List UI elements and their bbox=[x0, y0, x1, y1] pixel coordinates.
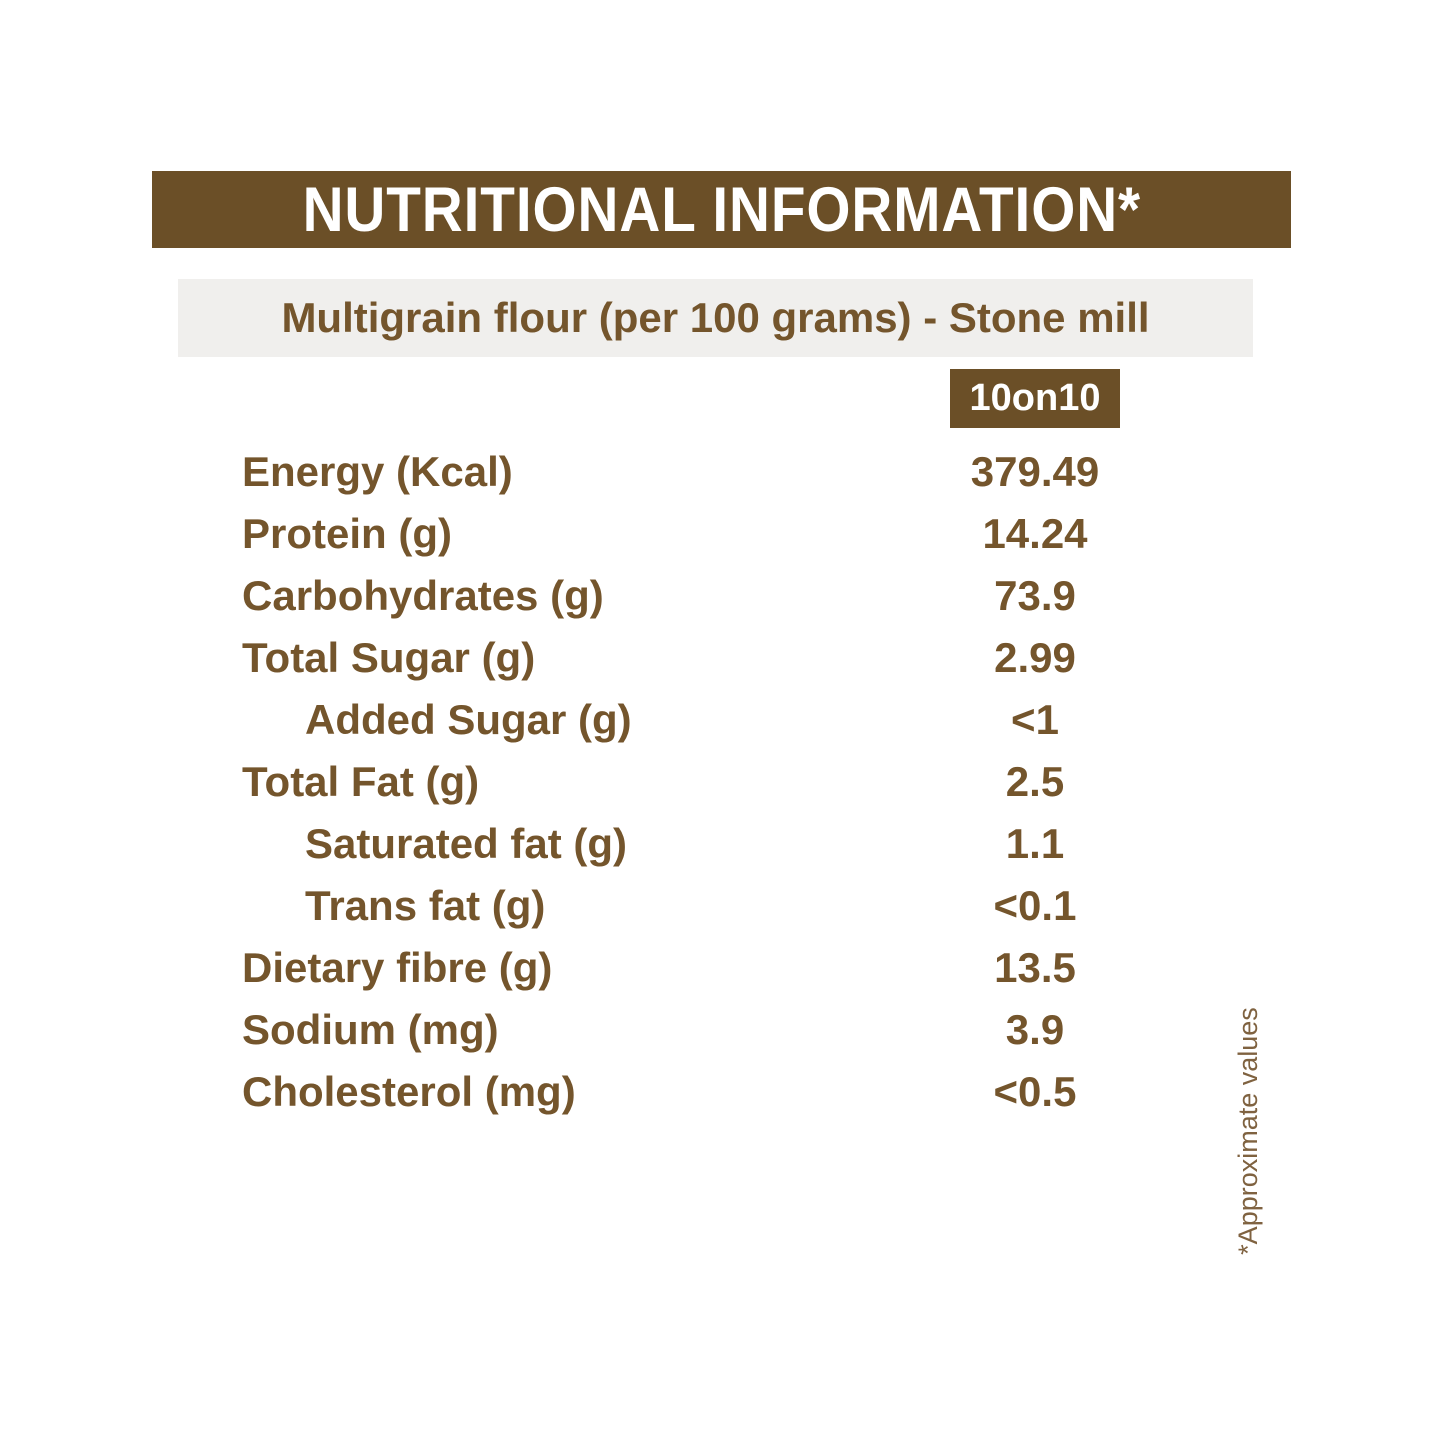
nutrient-value: <0.5 bbox=[993, 1068, 1077, 1115]
nutrient-value: 1.1 bbox=[1005, 820, 1065, 867]
nutrient-label: Dietary fibre (g) bbox=[242, 944, 553, 991]
table-row: Sodium (mg) 3.9 bbox=[0, 999, 1445, 1061]
approximate-values-footnote: *Approximate values bbox=[1233, 1007, 1263, 1255]
nutrient-value: 2.99 bbox=[994, 634, 1076, 681]
nutrient-label: Saturated fat (g) bbox=[305, 820, 628, 867]
table-row: Added Sugar (g) <1 bbox=[0, 689, 1445, 751]
nutrient-value: 13.5 bbox=[994, 944, 1076, 991]
table-row: Energy (Kcal) 379.49 bbox=[0, 441, 1445, 503]
nutrient-value: 379.49 bbox=[970, 448, 1100, 495]
column-header-badge: 10on10 bbox=[950, 369, 1120, 428]
table-row: Cholesterol (mg) <0.5 bbox=[0, 1061, 1445, 1123]
table-row: Total Sugar (g) 2.99 bbox=[0, 627, 1445, 689]
header-banner: NUTRITIONAL INFORMATION* bbox=[152, 171, 1291, 248]
nutrient-label: Sodium (mg) bbox=[242, 1006, 499, 1053]
nutrient-value: <0.1 bbox=[993, 882, 1077, 929]
nutrient-label: Cholesterol (mg) bbox=[242, 1068, 576, 1115]
nutrient-label: Trans fat (g) bbox=[305, 882, 546, 929]
page-title: NUTRITIONAL INFORMATION* bbox=[302, 174, 1141, 245]
nutrient-label: Total Fat (g) bbox=[242, 758, 480, 805]
table-row: Dietary fibre (g) 13.5 bbox=[0, 937, 1445, 999]
nutrient-label: Added Sugar (g) bbox=[305, 696, 632, 743]
table-row: Trans fat (g) <0.1 bbox=[0, 875, 1445, 937]
nutrient-value: 14.24 bbox=[982, 510, 1088, 557]
table-row: Total Fat (g) 2.5 bbox=[0, 751, 1445, 813]
nutrient-label: Protein (g) bbox=[242, 510, 452, 557]
column-header-label: 10on10 bbox=[969, 377, 1101, 419]
nutrient-value: 3.9 bbox=[1005, 1006, 1065, 1053]
table-row: Saturated fat (g) 1.1 bbox=[0, 813, 1445, 875]
nutrient-value: <1 bbox=[1011, 696, 1059, 743]
nutrient-value: 2.5 bbox=[1005, 758, 1065, 805]
table-row: Protein (g) 14.24 bbox=[0, 503, 1445, 565]
nutrient-label: Total Sugar (g) bbox=[242, 634, 536, 681]
table-row: Carbohydrates (g) 73.9 bbox=[0, 565, 1445, 627]
nutrition-table: Energy (Kcal) 379.49 Protein (g) 14.24 C… bbox=[0, 441, 1445, 1123]
product-subtitle: Multigrain flour (per 100 grams) - Stone… bbox=[281, 294, 1150, 341]
subtitle-banner: Multigrain flour (per 100 grams) - Stone… bbox=[178, 279, 1253, 357]
nutrient-label: Energy (Kcal) bbox=[242, 448, 513, 495]
nutrient-label: Carbohydrates (g) bbox=[242, 572, 604, 619]
nutrient-value: 73.9 bbox=[994, 572, 1076, 619]
